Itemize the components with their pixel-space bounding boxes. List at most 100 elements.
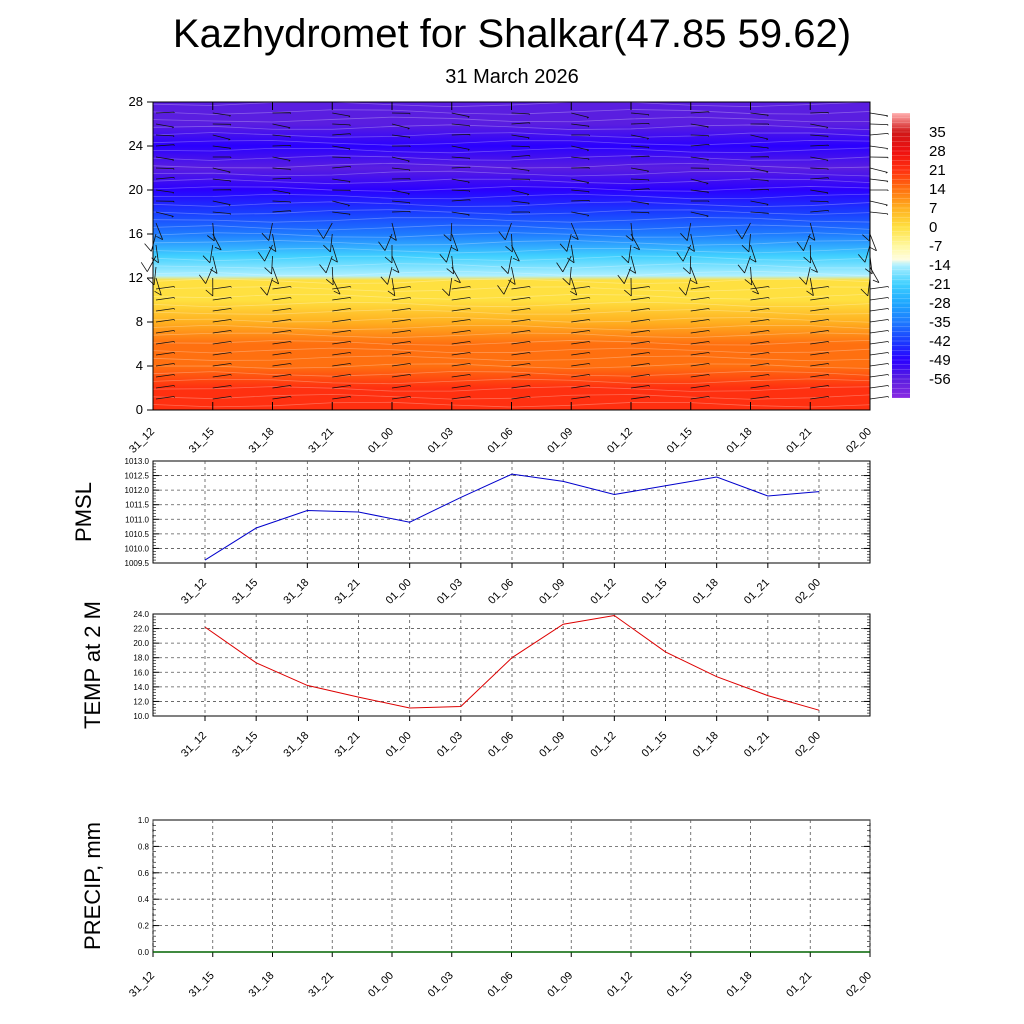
- wind-barb: [155, 167, 175, 170]
- y-tick-label: 0: [136, 402, 143, 417]
- x-tick-label: 01_18: [691, 730, 721, 760]
- x-tick-label: 01_15: [665, 970, 695, 1000]
- wind-barb: [451, 352, 471, 356]
- x-tick-label: 01_15: [640, 730, 670, 760]
- wind-barb: [869, 319, 890, 323]
- isotherm-line: [152, 370, 871, 377]
- wind-barb: [272, 167, 291, 171]
- wind-barb: [212, 178, 231, 183]
- wind-barb: [154, 277, 162, 296]
- wind-barb: [735, 222, 751, 240]
- wind-barb: [207, 222, 215, 242]
- y-tick-label: 0.8: [138, 842, 150, 851]
- wind-barb: [690, 144, 710, 147]
- pmsl-panel: 1009.5 1010.0 1010.5 1011.0 1011.5 1012.0 1012…: [71, 457, 871, 607]
- wind-barb: [387, 277, 396, 297]
- wind-barb: [630, 178, 650, 182]
- colorbar-label: -14: [929, 257, 951, 274]
- wind-barb: [391, 341, 412, 345]
- pmsl-line: [204, 473, 820, 561]
- wind-barb: [391, 255, 400, 273]
- colorbar-bands: [892, 112, 910, 399]
- x-tick-label: 01_09: [545, 426, 575, 456]
- wind-barb: [690, 308, 710, 312]
- wind-barb: [451, 319, 471, 323]
- wind-barb: [272, 177, 292, 180]
- wind-barb: [750, 286, 770, 290]
- wind-barb: [571, 200, 590, 202]
- x-tick-label: 31_15: [230, 577, 260, 607]
- y-tick-label: 0.2: [138, 922, 150, 931]
- wind-barb: [676, 244, 692, 262]
- wind-barb: [332, 396, 352, 400]
- wind-barb: [332, 341, 352, 345]
- wind-barb: [332, 145, 351, 151]
- temperature-panel: 10.0 12.0 14.0 16.0 18.0 20.0 22.0 24.0 31_12 31_…: [80, 601, 871, 760]
- colorbar-label: 35: [929, 124, 946, 141]
- wind-barb: [451, 199, 471, 202]
- y-tick-label: 1013.0: [125, 457, 150, 466]
- wind-barb: [155, 352, 176, 356]
- x-tick-label: 31_18: [247, 970, 277, 1000]
- wind-barb: [810, 385, 830, 389]
- wind-barb: [451, 297, 471, 301]
- wind-barb: [391, 308, 412, 312]
- wind-barb: [628, 255, 637, 274]
- wind-barb: [511, 155, 531, 158]
- wind-barb: [750, 374, 770, 378]
- wind-barb: [690, 330, 710, 334]
- wind-barb: [511, 244, 520, 262]
- isotherm-line: [152, 363, 871, 369]
- wind-barb: [682, 255, 692, 275]
- wind-barb: [332, 123, 351, 127]
- wind-barb: [391, 286, 412, 290]
- wind-barb: [332, 211, 351, 216]
- panel-frame: [152, 460, 871, 564]
- wind-barb: [511, 319, 531, 323]
- wind-barb: [391, 352, 412, 356]
- wind-barb: [451, 330, 471, 334]
- wind-barb: [511, 308, 531, 312]
- wind-barb: [451, 145, 470, 151]
- wind-barb: [630, 188, 650, 191]
- wind-barb: [810, 352, 830, 356]
- isotherm-line: [152, 193, 871, 200]
- wind-barb: [451, 211, 470, 217]
- wind-barb: [571, 189, 590, 193]
- wind-barb: [869, 167, 888, 174]
- y-tick-label: 1011.0: [125, 515, 149, 524]
- wind-barb: [690, 167, 710, 170]
- wind-barb: [261, 222, 273, 241]
- wind-barb: [332, 189, 351, 192]
- wind-barb: [571, 341, 591, 345]
- wind-barb: [810, 200, 829, 203]
- wind-barb: [271, 266, 280, 285]
- wind-barb: [630, 352, 651, 356]
- isotherm-line: [152, 209, 871, 215]
- isotherm-line: [152, 355, 871, 362]
- colorbar-label: 0: [929, 219, 937, 236]
- wind-barb: [317, 222, 333, 239]
- colorbar-label: -56: [929, 371, 951, 388]
- wind-barb: [744, 266, 753, 286]
- wind-barb: [212, 189, 232, 191]
- colorbar-label: -35: [929, 314, 951, 331]
- wind-barb: [497, 277, 512, 295]
- wind-barb: [810, 341, 830, 345]
- x-tick-label: 01_12: [605, 970, 635, 1000]
- wind-barb: [212, 200, 231, 206]
- wind-barb: [212, 396, 232, 400]
- wind-barb: [571, 308, 591, 312]
- wind-barb: [212, 112, 231, 117]
- wind-barb: [869, 341, 890, 345]
- x-tick-label: 01_15: [640, 577, 670, 607]
- y-tick-label: 1011.5: [125, 501, 149, 510]
- wind-barb: [155, 144, 175, 147]
- wind-barb: [690, 189, 709, 194]
- wind-barb: [511, 145, 530, 148]
- y-tick-label: 0.4: [138, 895, 150, 904]
- x-tick-label: 31_12: [127, 426, 157, 456]
- wind-barb: [332, 374, 352, 378]
- wind-barb: [810, 123, 829, 129]
- wind-barb: [391, 134, 411, 139]
